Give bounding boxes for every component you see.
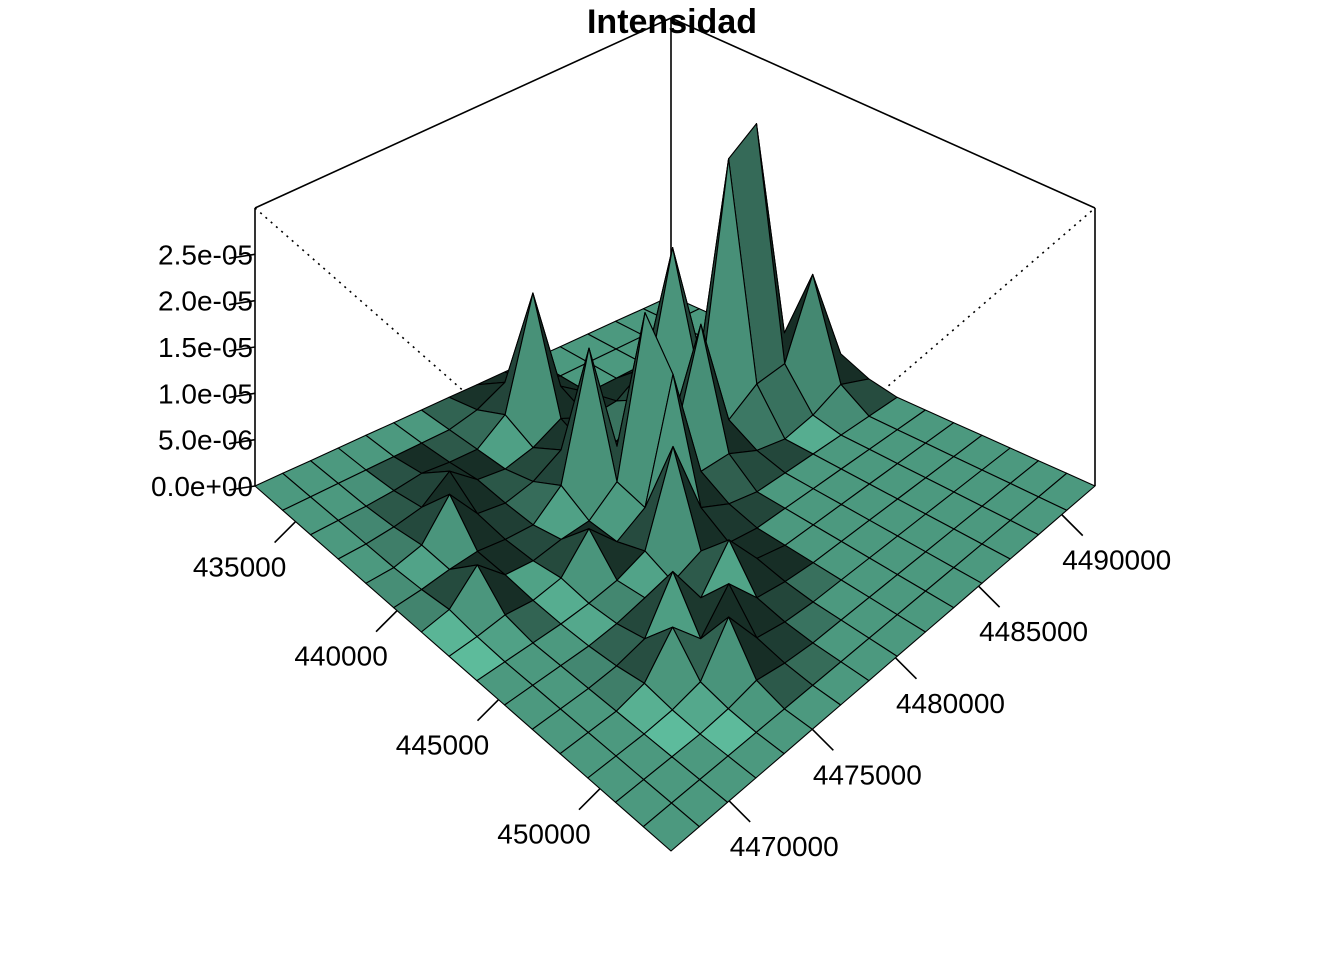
z-tick-label: 0.0e+00 xyxy=(151,471,253,502)
z-tick-label: 1.0e-05 xyxy=(158,378,253,409)
y-tick-label: 4490000 xyxy=(1062,545,1171,576)
z-tick xyxy=(228,485,256,491)
box-top-back-left xyxy=(254,17,672,209)
x-tick xyxy=(375,610,398,633)
z-tick xyxy=(228,253,256,260)
y-tick-label: 4480000 xyxy=(896,688,1005,719)
box-top-back-right xyxy=(670,17,1096,209)
x-tick-label: 450000 xyxy=(497,819,590,850)
y-tick-label: 4485000 xyxy=(979,616,1088,647)
y-tick xyxy=(1061,514,1084,537)
z-tick-label: 2.5e-05 xyxy=(158,239,253,270)
y-tick xyxy=(728,800,751,823)
z-tick-label: 2.0e-05 xyxy=(158,286,253,317)
chart-title: Intensidad xyxy=(587,3,757,41)
x-tick-label: 445000 xyxy=(396,730,489,761)
x-tick xyxy=(274,521,297,544)
surface-facet xyxy=(642,802,700,852)
x-tick xyxy=(476,699,500,722)
y-tick-label: 4475000 xyxy=(813,759,922,790)
z-tick-label: 5.0e-06 xyxy=(158,425,253,456)
z-tick-label: 1.5e-05 xyxy=(158,332,253,363)
axes: 435000 440000 445000 450000 4470000 4475000 44… xyxy=(151,239,1171,862)
y-tick xyxy=(894,657,918,680)
x-tick xyxy=(578,788,601,811)
y-tick xyxy=(978,585,1001,608)
y-tick-label: 4470000 xyxy=(730,831,839,862)
z-tick xyxy=(228,392,256,399)
x-tick-label: 435000 xyxy=(193,552,286,583)
box-hidden-top-front-left xyxy=(254,207,672,574)
z-tick xyxy=(228,299,256,306)
z-tick xyxy=(228,346,256,352)
surface-mesh xyxy=(254,123,1096,852)
x-tick-label: 440000 xyxy=(294,641,387,672)
z-tick xyxy=(228,438,256,445)
y-tick xyxy=(811,728,834,751)
